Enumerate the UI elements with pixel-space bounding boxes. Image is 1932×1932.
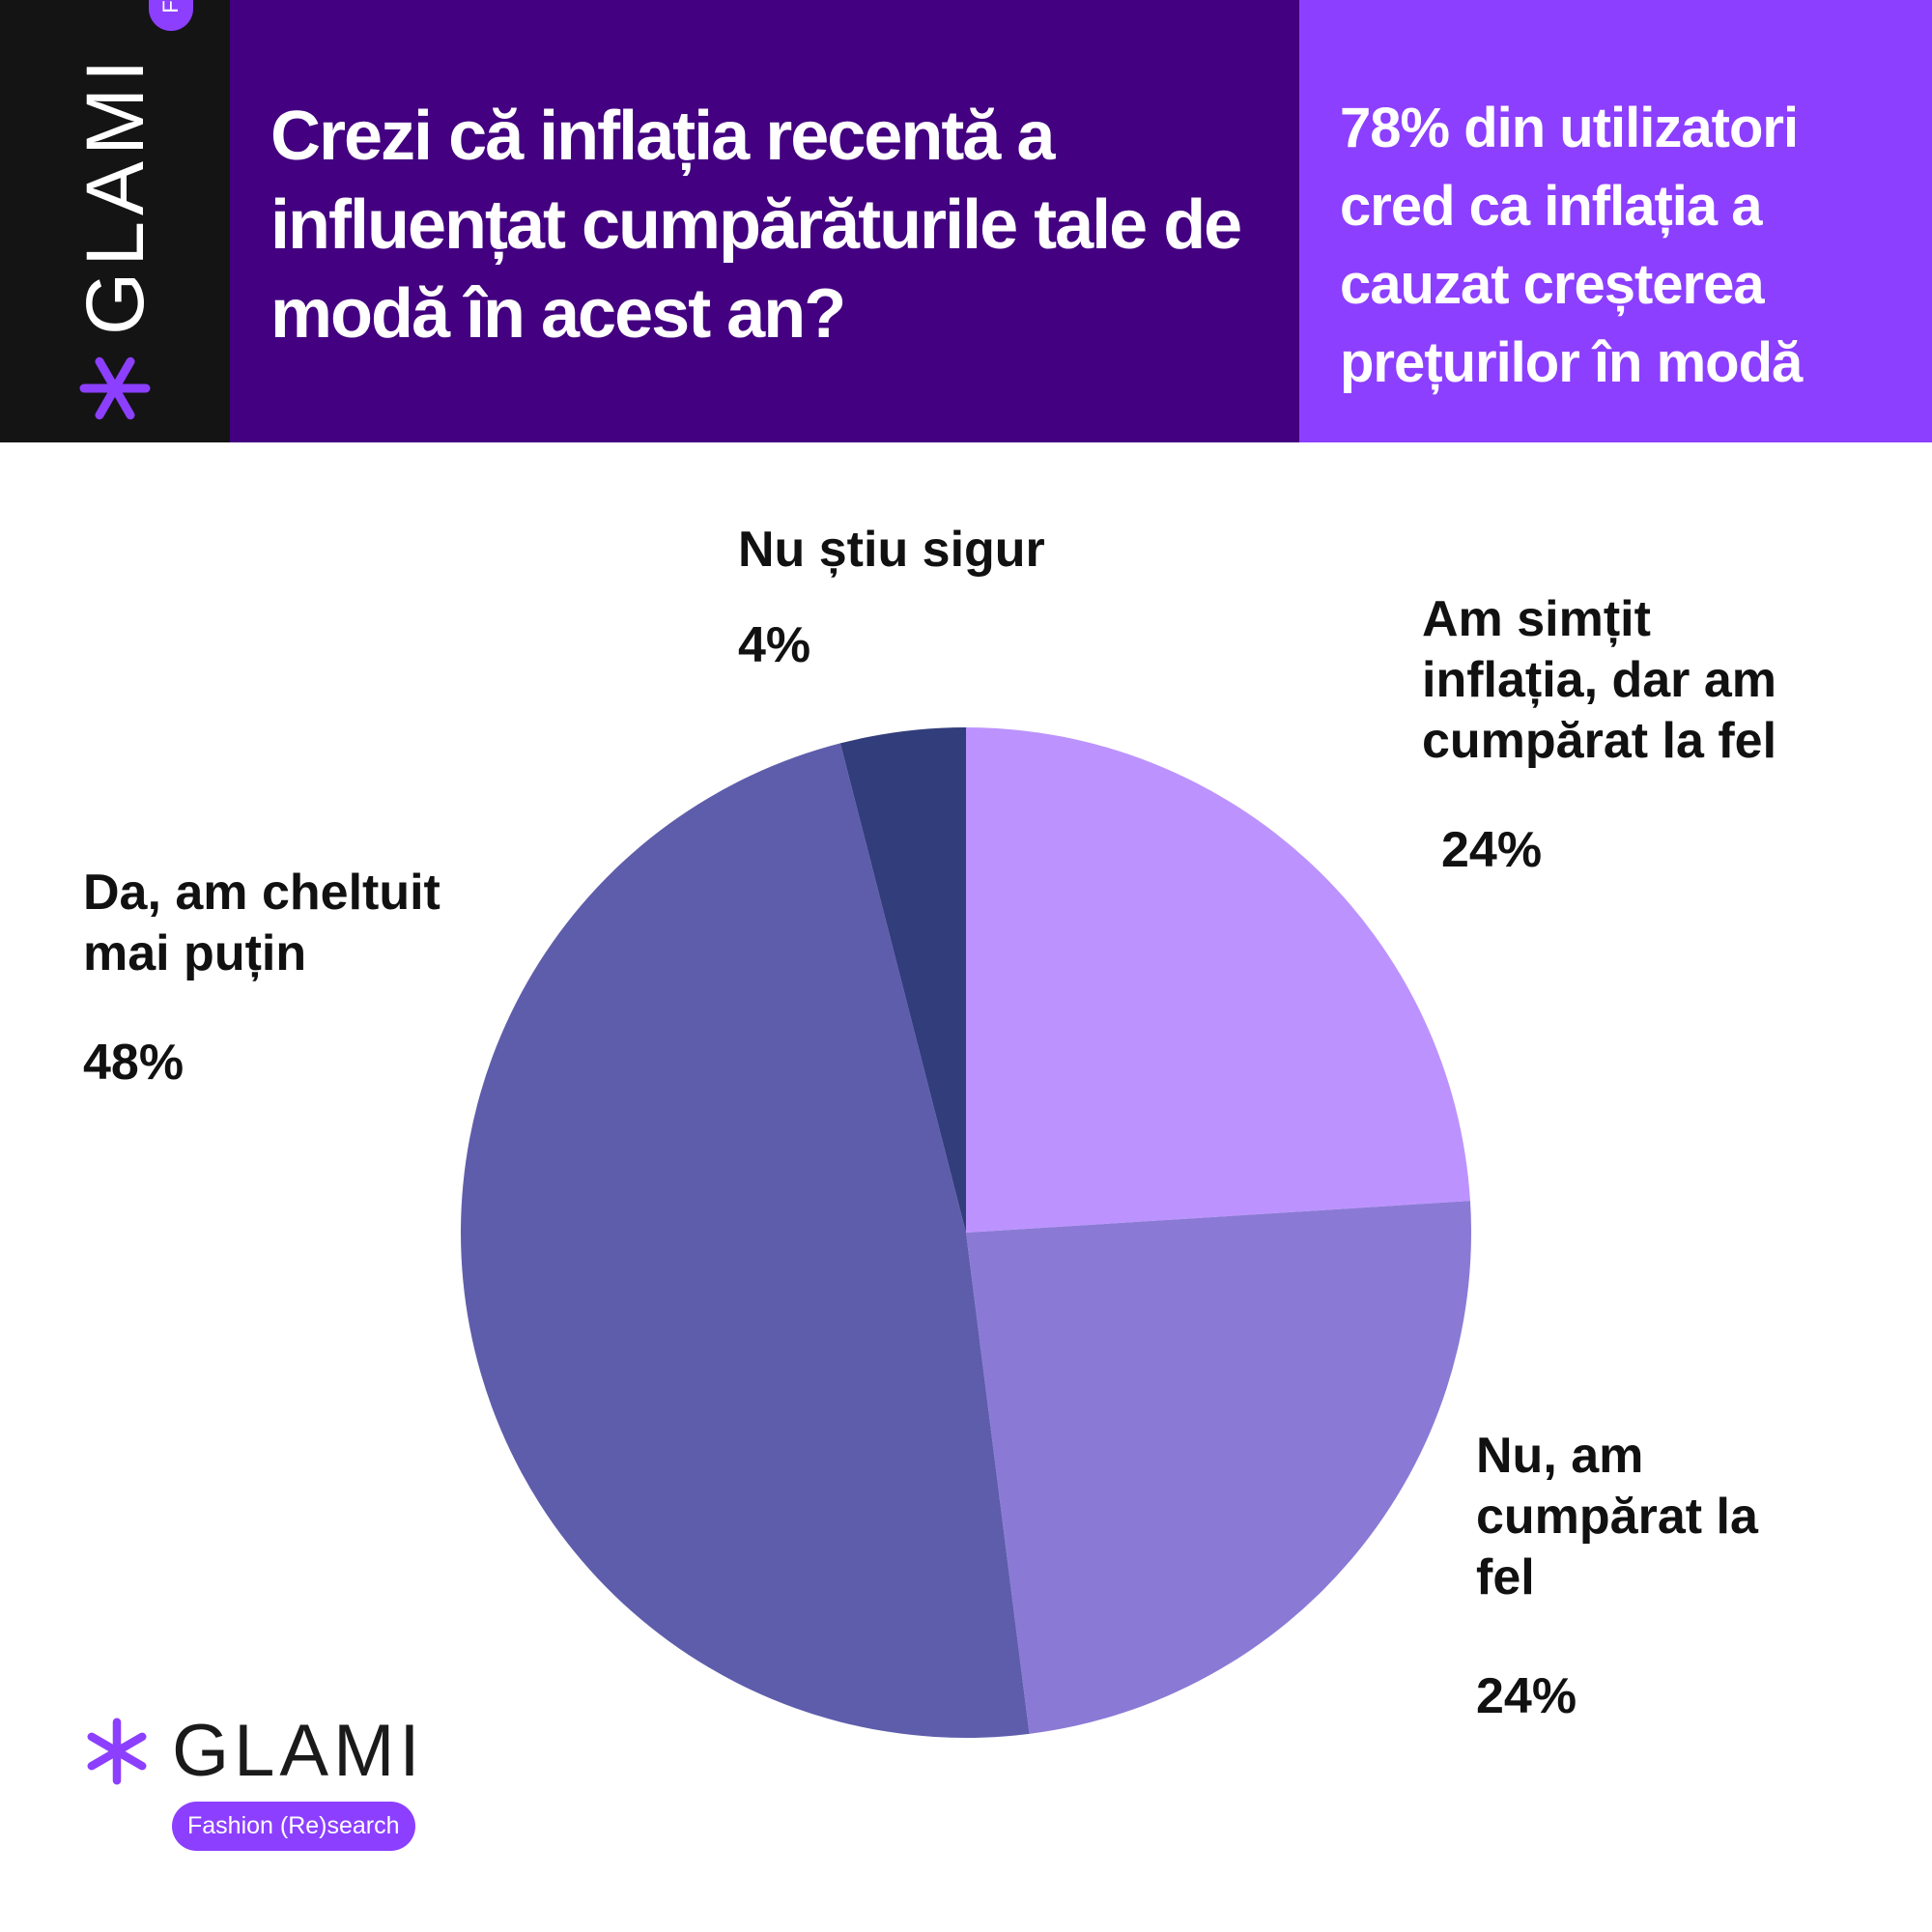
label-not-sure-value: 4%	[738, 617, 811, 673]
label-spent-less-value: 48%	[83, 1035, 185, 1091]
slice-not-sure	[839, 727, 966, 1233]
logo-wordmark: GLAMI	[70, 53, 160, 335]
asterisk-icon	[79, 356, 151, 420]
label-spent-less: Da, am cheltuit mai puțin 48%	[83, 863, 508, 1094]
chart-question-title: Crezi că inflația recentă a influențat c…	[270, 98, 1242, 353]
label-no-same-value: 24%	[1476, 1668, 1577, 1724]
footer-tagline: Fashion (Re)search	[172, 1802, 415, 1851]
logo-tagline: Fashion (Re)search	[149, 0, 193, 31]
pie-chart	[461, 727, 1471, 1738]
label-no-same-name: Nu, am cumpărat la fel	[1476, 1428, 1758, 1605]
label-not-sure-name: Nu știu sigur	[738, 522, 1045, 578]
label-felt-inflation-value: 24%	[1441, 822, 1543, 878]
footer-wordmark: GLAMI	[172, 1710, 425, 1792]
chart-area: Am simțit inflația, dar am cumpărat la f…	[0, 442, 1932, 1932]
asterisk-icon	[87, 1718, 147, 1785]
label-felt-inflation: Am simțit inflația, dar am cumpărat la f…	[1422, 589, 1828, 881]
label-not-sure: Nu știu sigur 4%	[738, 520, 1144, 676]
slice-spent-less	[461, 743, 1030, 1738]
header-banner: GLAMI Fashion (Re)search Crezi că inflaț…	[0, 0, 1932, 442]
footer-logo: GLAMI Fashion (Re)search	[83, 1710, 450, 1851]
logo-strip: GLAMI Fashion (Re)search	[0, 0, 230, 442]
label-no-same: Nu, am cumpărat la fel 24%	[1476, 1426, 1824, 1727]
insight-text: 78% din utilizatori cred ca inflația a c…	[1340, 97, 1803, 394]
label-felt-inflation-name: Am simțit inflația, dar am cumpărat la f…	[1422, 591, 1777, 769]
vertical-logo: GLAMI Fashion (Re)search	[23, 0, 207, 424]
label-spent-less-name: Da, am cheltuit mai puțin	[83, 865, 440, 981]
question-panel: Crezi că inflația recentă a influențat c…	[230, 0, 1299, 442]
insight-panel: 78% din utilizatori cred ca inflația a c…	[1299, 0, 1932, 442]
slice-no-same	[966, 1201, 1471, 1734]
slice-felt-inflation	[966, 727, 1470, 1233]
